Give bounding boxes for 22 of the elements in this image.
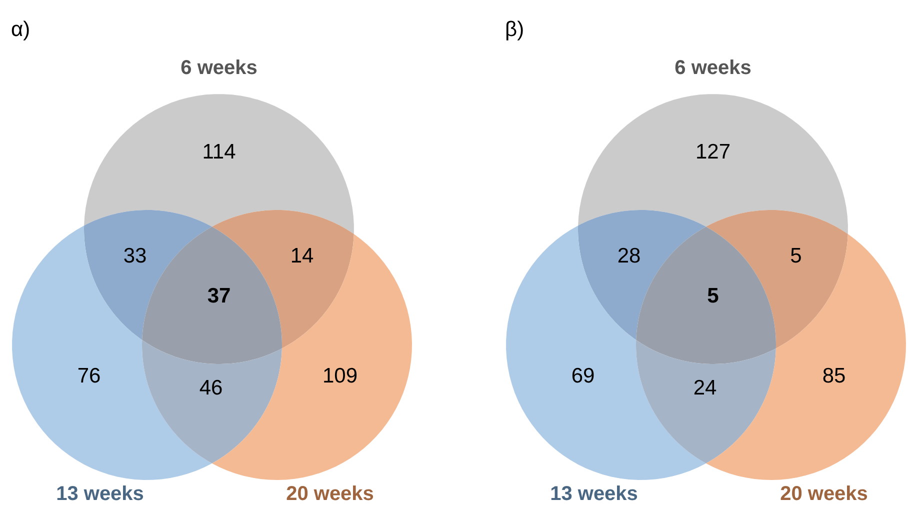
text: 20 weeks: [780, 483, 868, 505]
text: α): [11, 18, 30, 41]
data-label: 114: [202, 140, 236, 164]
data-label: 14: [290, 244, 314, 268]
data-label: 37: [207, 284, 231, 308]
data-label: 69: [571, 364, 595, 388]
text: 13 weeks: [56, 483, 144, 505]
data-label: 5: [790, 244, 802, 268]
data-label: 24: [693, 376, 717, 400]
text: 6 weeks: [180, 57, 258, 79]
data-label: 85: [822, 364, 846, 388]
data-label: 33: [123, 244, 147, 268]
data-label: 127: [695, 140, 731, 164]
text: 20 weeks: [286, 483, 374, 505]
data-label: 46: [199, 376, 223, 400]
data-label: 5: [707, 284, 720, 308]
text: β): [505, 18, 524, 41]
data-label: 28: [617, 244, 641, 268]
text: 13 weeks: [550, 483, 638, 505]
text: 6 weeks: [674, 57, 752, 79]
data-label: 109: [322, 364, 358, 388]
data-label: 76: [77, 364, 101, 388]
